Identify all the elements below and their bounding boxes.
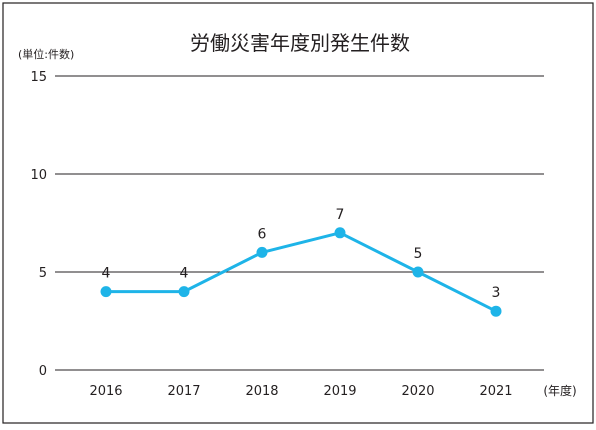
grid-lines [55, 75, 544, 371]
series-line-path [106, 231, 497, 313]
y-tick-label: 15 [30, 70, 47, 85]
data-point [178, 286, 190, 298]
x-tick-label: 2021 [479, 384, 512, 399]
x-tick-label: 2016 [89, 384, 122, 399]
x-tick-label: 2019 [323, 384, 356, 399]
data-point [334, 227, 346, 239]
data-label: 7 [336, 207, 345, 223]
data-labels: 4 4 6 7 5 3 [102, 207, 501, 301]
chart-border [2, 2, 594, 424]
y-tick-labels: 0 5 10 15 [30, 70, 47, 379]
data-label: 6 [258, 226, 267, 242]
data-label: 3 [492, 285, 501, 301]
data-point [256, 246, 268, 258]
chart-title: 労働災害年度別発生件数 [190, 31, 410, 55]
data-label: 4 [102, 266, 111, 282]
x-tick-label: 2018 [245, 384, 278, 399]
series-line [106, 231, 497, 313]
data-point [100, 286, 112, 298]
data-point [412, 266, 424, 278]
data-point [490, 305, 502, 317]
y-tick-label: 10 [30, 168, 47, 183]
data-label: 5 [414, 246, 423, 262]
y-unit-label: (単位:件数) [18, 47, 74, 61]
x-unit-label: (年度) [543, 383, 576, 398]
series-points [100, 227, 502, 317]
y-tick-label: 0 [39, 364, 47, 379]
y-tick-label: 5 [39, 266, 47, 281]
x-tick-labels: 2016 2017 2018 2019 2020 2021 [89, 384, 512, 399]
x-tick-label: 2017 [167, 384, 200, 399]
x-tick-label: 2020 [401, 384, 434, 399]
data-label: 4 [180, 266, 189, 282]
